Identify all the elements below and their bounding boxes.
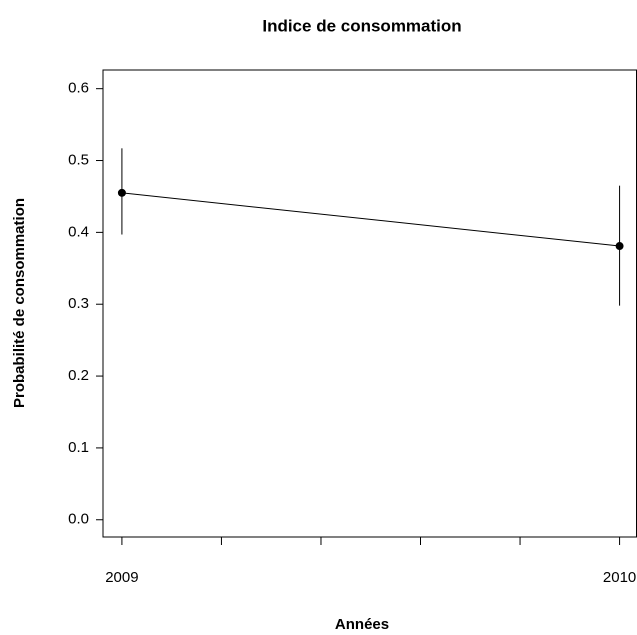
y-tick-label: 0.0 <box>68 511 89 528</box>
point <box>117 188 126 197</box>
y-tick-label: 0.6 <box>68 80 89 97</box>
y-tick-label: 0.5 <box>68 151 89 168</box>
series-line <box>121 192 620 247</box>
x-axis-label: Années <box>335 616 389 633</box>
y-tick-label: 0.2 <box>68 367 89 384</box>
y-tick-label: 0.1 <box>68 439 89 456</box>
x-tick-label: 2010 <box>603 569 636 586</box>
point <box>615 242 624 251</box>
x-tick-label: 2009 <box>105 569 138 586</box>
chart-title: Indice de consommation <box>262 16 461 35</box>
y-tick-label: 0.3 <box>68 295 89 312</box>
y-axis-label: Probabilité de consommation <box>11 198 28 408</box>
y-tick-label: 0.4 <box>68 223 89 240</box>
plot-frame <box>102 69 637 538</box>
